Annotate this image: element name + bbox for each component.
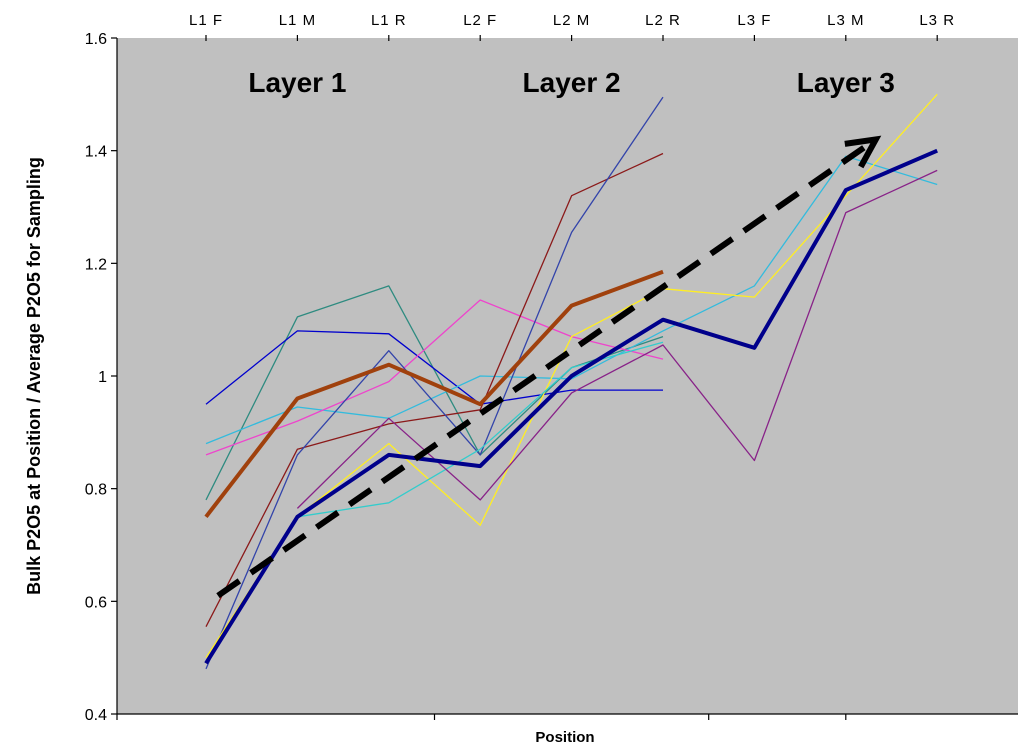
- x-tick-label: L1 M: [279, 12, 316, 29]
- y-tick-label: 1.2: [85, 256, 107, 273]
- x-tick-label: L3 F: [737, 12, 771, 29]
- series-line: [205, 93, 938, 659]
- y-tick-label: 0.6: [85, 594, 107, 611]
- layer-label: Layer 2: [523, 67, 621, 98]
- layer-labels: Layer 1 Layer 2 Layer 3: [248, 67, 894, 98]
- y-tick-label: 0.4: [85, 707, 107, 724]
- x-axis-title: Position: [535, 729, 594, 746]
- x-tick-label: L3 M: [827, 12, 864, 29]
- x-axis: L1 F L1 M L1 R L2 F L2 M L2 R L3 F L3 M L3 R: [116, 12, 1018, 720]
- series-line: [205, 152, 664, 627]
- y-tick-label: 1.4: [85, 144, 107, 161]
- x-tick-label: L2 F: [463, 12, 497, 29]
- x-tick-label: L1 R: [371, 12, 407, 29]
- x-tick-label: L1 F: [189, 12, 223, 29]
- y-tick-label: 0.8: [85, 482, 107, 499]
- trend-arrow-head: [844, 135, 882, 169]
- x-tick-label: L3 R: [919, 12, 955, 29]
- y-axis: 0.4 0.6 0.8 1 1.2 1.4 1.6: [85, 31, 118, 724]
- trend-arrow-line: [216, 140, 873, 599]
- y-axis-title: Bulk P2O5 at Position / Average P2O5 for…: [24, 157, 44, 595]
- series-line: [205, 96, 664, 670]
- series-line: [205, 330, 663, 405]
- series-line: [296, 169, 938, 509]
- layer-label: Layer 1: [248, 67, 346, 98]
- trend-arrow: [216, 135, 882, 599]
- y-tick-label: 1: [98, 369, 107, 386]
- layer-label: Layer 3: [797, 67, 895, 98]
- x-tick-label: L2 R: [645, 12, 681, 29]
- series-line: [205, 285, 664, 501]
- plot-area: [117, 38, 1018, 714]
- x-tick-label: L2 M: [553, 12, 590, 29]
- series-line: [204, 148, 938, 665]
- y-tick-label: 1.6: [85, 31, 107, 48]
- series-line: [204, 269, 664, 519]
